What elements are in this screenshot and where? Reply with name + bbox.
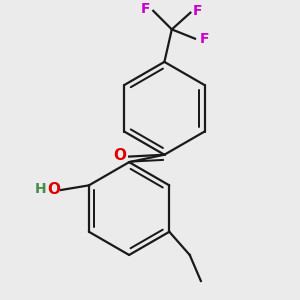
Text: F: F <box>200 32 209 46</box>
Text: F: F <box>141 2 151 16</box>
Text: F: F <box>193 4 203 18</box>
Text: H: H <box>35 182 46 196</box>
Text: O: O <box>113 148 126 163</box>
Text: O: O <box>47 182 60 196</box>
